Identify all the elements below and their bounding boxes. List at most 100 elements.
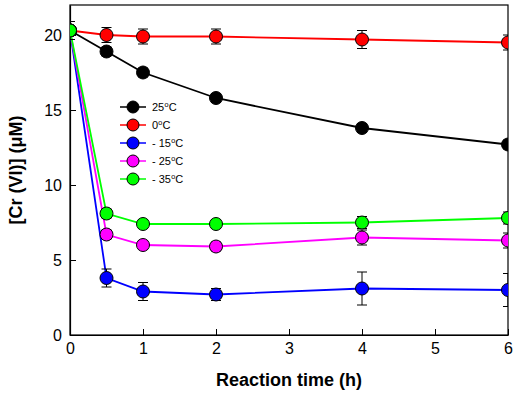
series-line bbox=[70, 31, 508, 247]
legend: 25⁰C 0⁰C - 15⁰C - 25⁰C - 35⁰C bbox=[120, 101, 183, 185]
error-bar-part bbox=[138, 282, 148, 283]
legend-marker bbox=[127, 173, 139, 185]
series bbox=[70, 22, 508, 254]
tick-label: 1 bbox=[139, 340, 148, 357]
marker bbox=[137, 285, 150, 298]
error-bar-part bbox=[211, 44, 221, 45]
series bbox=[70, 22, 508, 231]
marker bbox=[502, 138, 509, 151]
marker bbox=[356, 282, 369, 295]
tick-mark bbox=[70, 335, 76, 336]
marker bbox=[356, 231, 369, 244]
marker bbox=[100, 228, 113, 241]
tick-mark bbox=[435, 329, 436, 335]
tick: 1 bbox=[139, 329, 148, 357]
legend-marker bbox=[127, 137, 139, 149]
error-bar-part bbox=[503, 273, 508, 274]
marker bbox=[356, 122, 369, 135]
error-bar-part bbox=[211, 29, 221, 30]
tick-label: 3 bbox=[285, 340, 294, 357]
series-line bbox=[70, 31, 508, 225]
tick-mark bbox=[508, 329, 509, 335]
legend-label: - 35⁰C bbox=[152, 173, 183, 185]
legend-item: 0⁰C bbox=[120, 119, 171, 131]
error-bar-part bbox=[357, 245, 367, 246]
marker bbox=[137, 218, 150, 231]
error-bar-part bbox=[503, 248, 508, 249]
error-bar-part bbox=[102, 42, 112, 43]
tick-label: 10 bbox=[44, 177, 62, 194]
error-bar-part bbox=[70, 21, 75, 22]
tick-mark bbox=[289, 329, 290, 335]
error-bar-part bbox=[102, 287, 112, 288]
data bbox=[70, 22, 508, 307]
x-axis-title: Reaction time (h) bbox=[216, 370, 362, 390]
error-bar-part bbox=[357, 30, 367, 31]
marker bbox=[210, 240, 223, 253]
error-bar-part bbox=[102, 269, 112, 270]
tick-mark bbox=[70, 260, 76, 261]
legend-label: - 25⁰C bbox=[152, 155, 183, 167]
marker bbox=[100, 272, 113, 285]
legend-label: 25⁰C bbox=[152, 101, 177, 113]
tick-label: 15 bbox=[44, 102, 62, 119]
tick-mark bbox=[216, 329, 217, 335]
marker bbox=[502, 234, 509, 247]
marker bbox=[70, 24, 77, 37]
tick: 4 bbox=[358, 329, 367, 357]
error-bar-part bbox=[138, 300, 148, 301]
marker bbox=[210, 30, 223, 43]
tick: 10 bbox=[44, 177, 76, 194]
marker bbox=[100, 45, 113, 58]
y-axis: 05101520 bbox=[44, 6, 76, 344]
series-line bbox=[70, 31, 508, 145]
series-line bbox=[70, 31, 508, 295]
error-bar-part bbox=[503, 50, 508, 51]
error-bar-part bbox=[503, 306, 508, 307]
tick: 2 bbox=[212, 329, 221, 357]
tick-mark bbox=[362, 329, 363, 335]
tick-label: 4 bbox=[358, 340, 367, 357]
legend-item: - 15⁰C bbox=[120, 137, 183, 149]
tick-label: 0 bbox=[53, 327, 62, 344]
series bbox=[70, 22, 508, 152]
marker bbox=[356, 33, 369, 46]
legend-item: 25⁰C bbox=[120, 101, 177, 113]
error-bar-part bbox=[70, 21, 75, 22]
error-bar-part bbox=[357, 230, 367, 231]
error-bar-part bbox=[70, 21, 75, 22]
marker bbox=[137, 66, 150, 79]
tick: 15 bbox=[44, 102, 76, 119]
tick-label: 6 bbox=[504, 340, 513, 357]
error-bar-part bbox=[70, 39, 75, 40]
legend-marker bbox=[127, 155, 139, 167]
series bbox=[70, 22, 508, 307]
tick-mark bbox=[70, 110, 76, 111]
tick-label: 0 bbox=[66, 340, 75, 357]
legend-label: - 15⁰C bbox=[152, 137, 183, 149]
legend-label: 0⁰C bbox=[152, 119, 171, 131]
marker bbox=[100, 207, 113, 220]
marker bbox=[70, 24, 77, 37]
error-bar-part bbox=[70, 39, 75, 40]
tick-label: 2 bbox=[212, 340, 221, 357]
tick-label: 20 bbox=[44, 27, 62, 44]
tick-label: 5 bbox=[431, 340, 440, 357]
error-bar-part bbox=[70, 39, 75, 40]
tick-mark bbox=[143, 329, 144, 335]
x-axis: 0 1 2 3 4 5 6 bbox=[66, 329, 513, 357]
tick: 0 bbox=[53, 327, 76, 344]
tick: 3 bbox=[285, 329, 294, 357]
error-bar-part bbox=[357, 305, 367, 306]
plot: 01234560510152025⁰C0⁰C- 15⁰C- 25⁰C- 35⁰C bbox=[44, 5, 514, 357]
error-bar-part bbox=[138, 29, 148, 30]
tick: 5 bbox=[431, 329, 440, 357]
legend-item: - 25⁰C bbox=[120, 155, 183, 167]
error-bar-part bbox=[70, 21, 75, 22]
axis-line bbox=[70, 6, 71, 336]
legend-marker bbox=[127, 101, 139, 113]
tick: 6 bbox=[504, 329, 513, 357]
axis-line bbox=[71, 335, 509, 336]
error-bar-part bbox=[70, 21, 75, 22]
series bbox=[70, 22, 508, 51]
